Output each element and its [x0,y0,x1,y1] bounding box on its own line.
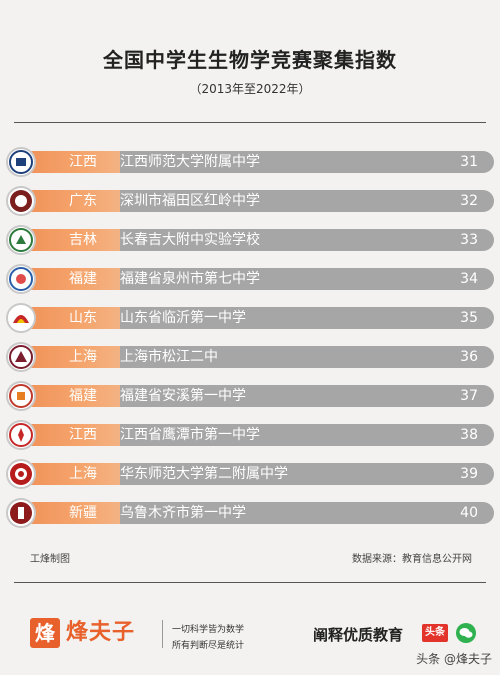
toutiao-icon[interactable]: 头条 [422,624,448,642]
school-name: 山东省临沂第一中学 [120,310,246,326]
top-divider [14,122,486,123]
brand-name: 烽夫子 [66,620,136,645]
province-label: 山东 [69,310,97,326]
wechat-icon[interactable] [456,623,476,643]
school-name: 长春吉大附中实验学校 [120,232,260,248]
ranking-row: 福建 福建省安溪第一中学 37 [6,381,494,411]
province-label: 上海 [69,466,97,482]
rank-number: 40 [460,505,478,521]
school-logo-icon [6,147,36,177]
province-label: 江西 [69,154,97,170]
province-label: 福建 [69,271,97,287]
school-logo-icon [6,381,36,411]
motto: 阐释优质教育 [313,626,404,644]
school-name: 福建省安溪第一中学 [120,388,246,404]
rank-number: 34 [460,271,478,287]
brand-logo-icon: 烽 [30,618,60,648]
brand-divider [162,620,163,648]
rank-number: 39 [460,466,478,482]
ranking-row: 上海 上海市松江二中 36 [6,342,494,372]
chart-maker-credit: 工烽制图 [30,554,70,565]
school-name: 乌鲁木齐市第一中学 [120,505,246,521]
rank-number: 37 [460,388,478,404]
school-logo-icon [6,225,36,255]
ranking-row: 江西 江西师范大学附属中学 31 [6,147,494,177]
school-name: 江西师范大学附属中学 [120,154,260,170]
school-logo-icon [6,459,36,489]
province-label: 上海 [69,349,97,365]
rank-number: 36 [460,349,478,365]
rank-number: 38 [460,427,478,443]
school-logo-icon [6,342,36,372]
province-label: 新疆 [69,505,97,521]
school-logo-icon [6,498,36,528]
slogan-line-2: 所有判断尽是统计 [172,641,245,651]
school-name: 上海市松江二中 [120,349,218,365]
school-name: 华东师范大学第二附属中学 [120,466,288,482]
ranking-row: 山东 山东省临沂第一中学 35 [6,303,494,333]
page-subtitle: （2013年至2022年） [189,82,311,96]
ranking-row: 江西 江西省鹰潭市第一中学 38 [6,420,494,450]
page-title: 全国中学生生物学竞赛聚集指数 [103,48,397,72]
province-label: 广东 [69,193,97,209]
ranking-row: 吉林 长春吉大附中实验学校 33 [6,225,494,255]
ranking-row: 福建 福建省泉州市第七中学 34 [6,264,494,294]
watermark: 头条 @烽夫子 [416,652,492,666]
province-label: 吉林 [69,232,97,248]
ranking-row: 广东 深圳市福田区红岭中学 32 [6,186,494,216]
rank-number: 33 [460,232,478,248]
province-label: 福建 [69,388,97,404]
rank-number: 32 [460,193,478,209]
province-label: 江西 [69,427,97,443]
school-logo-icon [6,303,36,333]
rank-number: 31 [460,154,478,170]
bottom-divider [14,582,486,583]
ranking-row: 上海 华东师范大学第二附属中学 39 [6,459,494,489]
slogan-line-1: 一切科学皆为数学 [172,625,245,635]
rank-number: 35 [460,310,478,326]
school-name: 深圳市福田区红岭中学 [120,193,260,209]
data-source: 数据来源：教育信息公开网 [352,554,472,565]
school-logo-icon [6,264,36,294]
ranking-row: 新疆 乌鲁木齐市第一中学 40 [6,498,494,528]
school-logo-icon [6,420,36,450]
school-name: 江西省鹰潭市第一中学 [120,427,260,443]
school-logo-icon [6,186,36,216]
school-name: 福建省泉州市第七中学 [120,271,260,287]
